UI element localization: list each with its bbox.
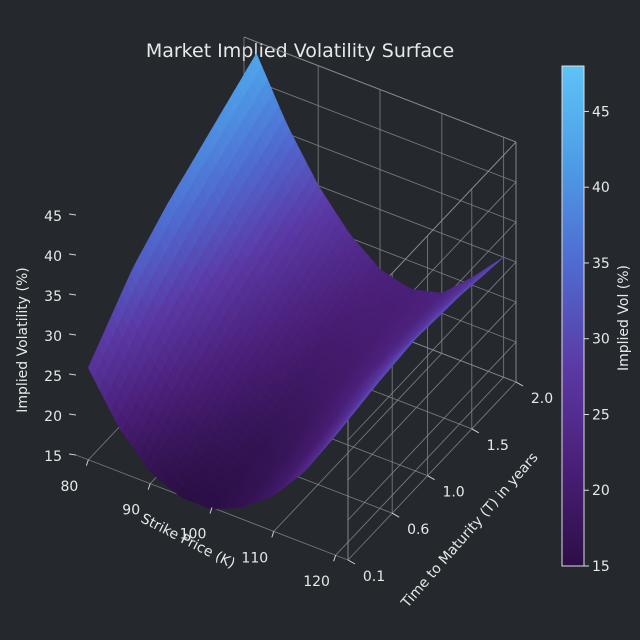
floor-gridline (273, 353, 443, 532)
x-tick-mark (147, 483, 151, 490)
colorbar-ticks: 15 20 25 30 35 40 45 (584, 105, 610, 575)
z-tick-label: 20 (44, 409, 62, 425)
colorbar (561, 65, 585, 567)
chart-title: Market Implied Volatility Surface (146, 40, 454, 62)
x-tick-mark (209, 507, 213, 514)
z-tick-mark (68, 213, 77, 216)
z-tick-mark (68, 333, 77, 336)
x-tick-label: 120 (303, 574, 330, 590)
volatility-surface (88, 53, 504, 510)
z-tick-label: 45 (44, 209, 62, 225)
z-tick-mark (68, 253, 77, 256)
y-tick-label: 0.6 (407, 522, 429, 538)
x-tick-mark (85, 459, 89, 466)
side-wall-gridline (347, 381, 517, 561)
z-tick-label: 25 (44, 369, 62, 385)
pane-edge (243, 36, 517, 143)
side-wall-gridline (347, 341, 517, 521)
y-tick-label: 0.1 (363, 569, 385, 585)
colorbar-tick-label: 20 (592, 483, 610, 499)
z-tick-label: 40 (44, 249, 62, 265)
x-tick-label: 100 (180, 527, 207, 543)
z-tick-mark (68, 453, 77, 456)
z-tick-label: 35 (44, 289, 62, 305)
y-tick-label: 1.5 (487, 438, 509, 454)
colorbar-tick-label: 15 (592, 559, 610, 575)
colorbar-tick-label: 35 (592, 256, 610, 272)
x-tick-mark (271, 531, 275, 538)
colorbar-label: Implied Vol (%) (616, 265, 632, 371)
colorbar-tick-label: 25 (592, 408, 610, 424)
x-tick-mark (333, 555, 337, 562)
axis-ticks: 80 90 100 110 120 0.1 0.6 1.0 1.5 2.0 15 20 25 30 35 40… (44, 209, 553, 590)
colorbar-tick-label: 45 (592, 105, 610, 121)
z-axis-label: Implied Volatility (%) (15, 267, 31, 413)
y-tick-mark (391, 512, 400, 518)
z-tick-label: 30 (44, 329, 62, 345)
floor-gridline (335, 376, 504, 556)
x-tick-label: 80 (60, 479, 78, 495)
z-tick-mark (68, 373, 77, 376)
y-tick-label: 2.0 (531, 391, 553, 407)
x-tick-label: 90 (122, 503, 140, 519)
y-tick-label: 1.0 (442, 485, 464, 501)
z-tick-label: 15 (44, 449, 62, 465)
y-tick-mark (347, 559, 356, 565)
x-tick-label: 110 (241, 550, 268, 566)
y-tick-mark (471, 428, 480, 434)
side-wall-gridline (347, 261, 517, 441)
z-tick-mark (68, 293, 77, 296)
z-tick-mark (68, 413, 77, 416)
side-wall-gridline (347, 301, 517, 481)
surface-patch (329, 429, 341, 443)
y-tick-mark (515, 381, 524, 387)
y-tick-mark (427, 475, 435, 481)
colorbar-tick-label: 40 (592, 180, 610, 196)
colorbar-tick-label: 30 (592, 332, 610, 348)
